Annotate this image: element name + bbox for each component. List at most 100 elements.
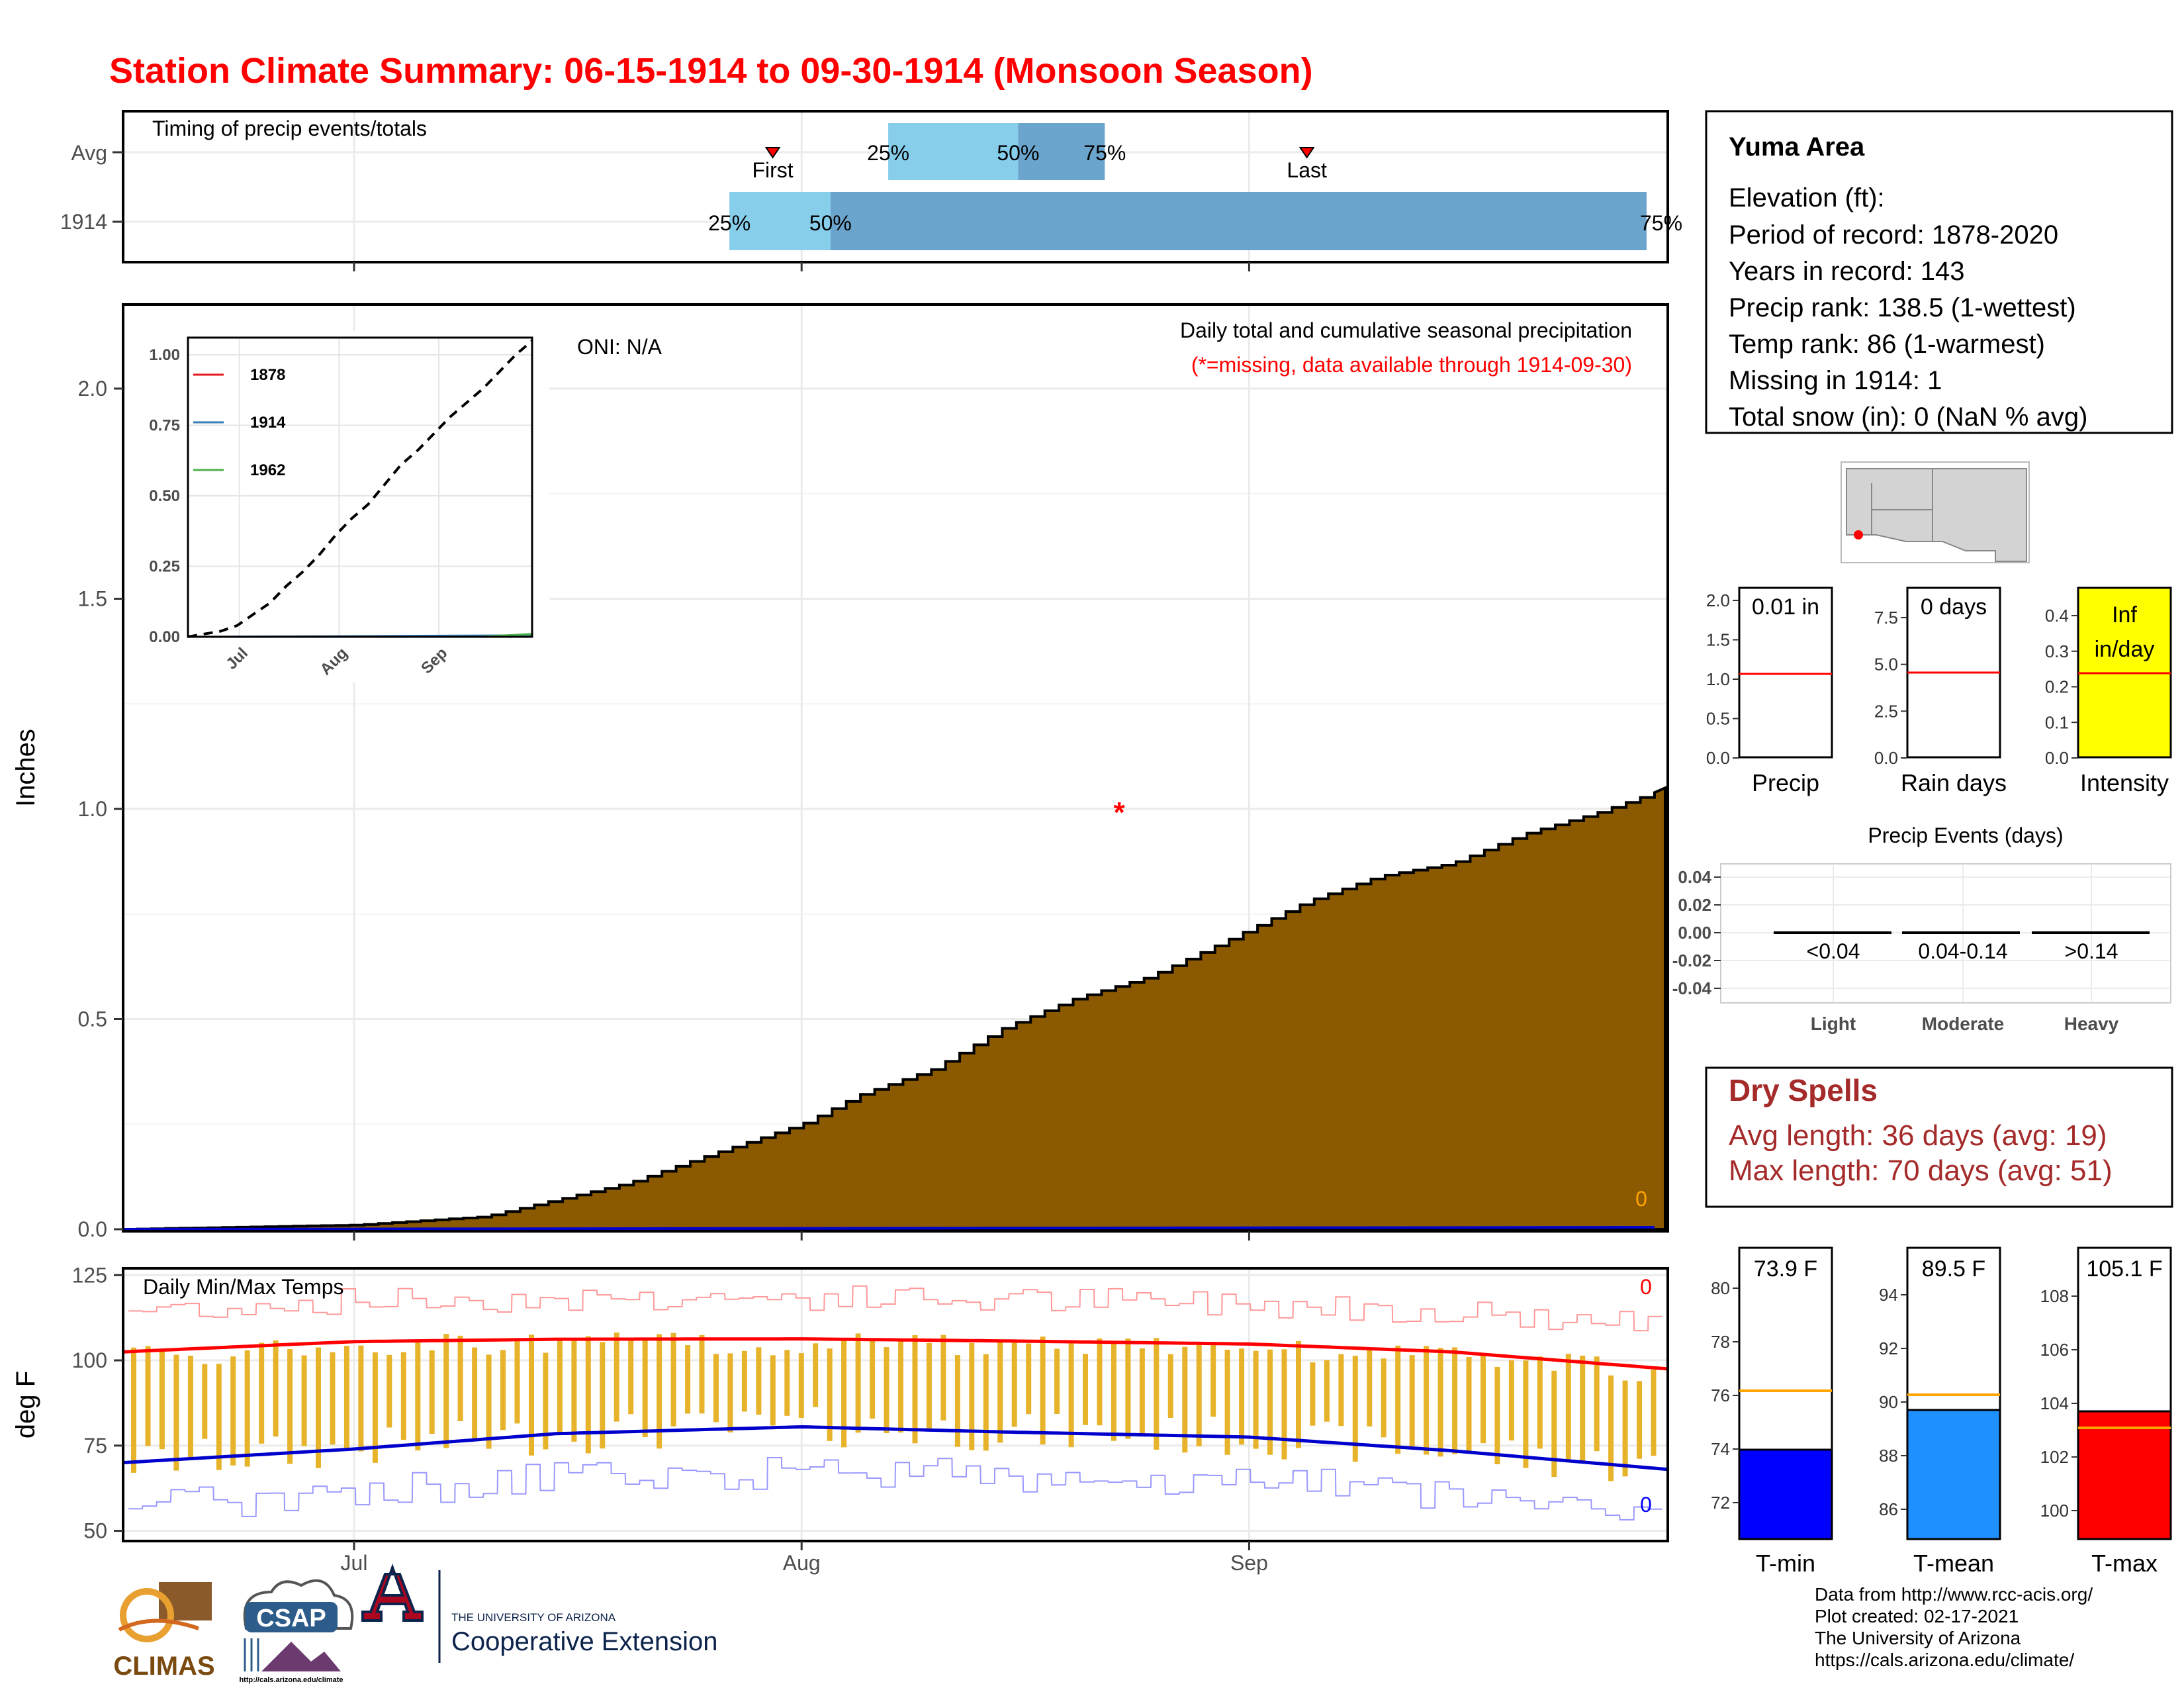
- dry-spells-box: Dry Spells Avg length: 36 days (avg: 19)…: [1705, 1066, 2173, 1208]
- year-bar-light: [729, 192, 831, 250]
- daily-temp-bar: [1508, 1360, 1514, 1441]
- daily-temp-bar: [1267, 1349, 1273, 1455]
- events-ytick-label: 0.04: [1678, 867, 1711, 887]
- daily-temp-bar: [301, 1355, 307, 1446]
- station-line-1: Period of record: 1878-2020: [1729, 220, 2058, 250]
- mini-ytick-label: 2.0: [1706, 590, 1730, 610]
- daily-temp-bar: [486, 1354, 492, 1449]
- temp-ytick-label: 50: [83, 1519, 107, 1543]
- inset-avg-cumulative-line: [187, 340, 533, 638]
- daily-temp-bar: [756, 1347, 762, 1415]
- daily-temp-bar: [1210, 1344, 1216, 1417]
- daily-temp-bar: [1523, 1360, 1529, 1468]
- daily-temp-bar: [798, 1353, 804, 1418]
- daily-temp-bar: [1011, 1339, 1017, 1427]
- daily-temp-bar: [1424, 1346, 1430, 1455]
- mini-ytick-label: 92: [1879, 1338, 1898, 1358]
- tmax-bar: [2077, 1410, 2172, 1540]
- daily-temp-bar: [443, 1334, 449, 1448]
- daily-temp-bar: [614, 1333, 619, 1422]
- year-p25-label: 25%: [708, 211, 751, 235]
- daily-temp-bar: [1239, 1348, 1245, 1445]
- locator-map: [1841, 461, 2030, 563]
- daily-temp-bar: [983, 1354, 989, 1451]
- avg-p25-label: 25%: [867, 141, 909, 165]
- mini-panel-intensity: Inf in/day Intensity 0.0 0.1 0.2 0.3 0.4: [2045, 586, 2172, 796]
- daily-temp-bar: [514, 1338, 520, 1424]
- station-line-4: Temp rank: 86 (1-warmest): [1729, 330, 2045, 359]
- station-line-2: Years in record: 143: [1729, 257, 1965, 286]
- daily-temp-bar: [145, 1346, 151, 1446]
- temp-bottom-zero: 0: [1640, 1493, 1652, 1517]
- climas-text: CLIMAS: [113, 1652, 214, 1681]
- daily-temp-bar: [1167, 1354, 1173, 1418]
- precip-zero-label: 0: [1635, 1187, 1647, 1211]
- inset-legend-label: 1878: [250, 366, 285, 384]
- mini-precip-label: Precip: [1752, 769, 1819, 796]
- mini-ytick-label: 88: [1879, 1446, 1898, 1466]
- daily-temp-bar: [387, 1354, 392, 1428]
- mini-ytick-label: 2.5: [1874, 701, 1898, 721]
- daily-temp-bar: [1253, 1350, 1259, 1449]
- avg-p50-label: 50%: [997, 141, 1039, 165]
- avg-p75-label: 75%: [1083, 141, 1126, 165]
- daily-temp-bar: [1637, 1381, 1643, 1459]
- tmean-label: T-mean: [1913, 1550, 1994, 1577]
- daily-temp-bar: [230, 1356, 236, 1466]
- daily-temp-bar: [1054, 1348, 1060, 1414]
- daily-temp-bar: [287, 1349, 293, 1464]
- daily-temp-bar: [529, 1335, 534, 1456]
- x-tick-label: Aug: [783, 1551, 821, 1575]
- events-ytick-label: 0.02: [1678, 895, 1711, 915]
- avg-bar-mid: [1018, 123, 1105, 180]
- event-bin-moderate: 0.04-0.14: [1918, 939, 2007, 963]
- daily-temp-bar: [273, 1340, 279, 1437]
- temp-ylabel: deg F: [11, 1371, 40, 1438]
- mini-ytick-label: 0.0: [1874, 748, 1898, 768]
- temp-ytick-label: 100: [72, 1348, 107, 1372]
- station-line-3: Precip rank: 138.5 (1-wettest): [1729, 293, 2076, 322]
- mini-ytick-label: 0.0: [1706, 748, 1730, 768]
- daily-temp-bar: [557, 1338, 563, 1434]
- tmax-label: T-max: [2091, 1550, 2158, 1577]
- missing-marker: *: [1114, 796, 1126, 829]
- oni-label: ONI: N/A: [577, 335, 662, 359]
- footer-credits: Data from http://www.rcc-acis.org/ Plot …: [1815, 1584, 2093, 1670]
- daily-temp-bar: [1395, 1345, 1401, 1454]
- dry-spells-title: Dry Spells: [1729, 1073, 1878, 1107]
- daily-temp-bar: [187, 1355, 193, 1460]
- mini-ytick-label: 86: [1879, 1499, 1898, 1519]
- missing-note: (*=missing, data available through 1914-…: [1191, 353, 1632, 377]
- precip-ylabel: Inches: [11, 729, 40, 807]
- daily-temp-bar: [1338, 1354, 1344, 1427]
- daily-temp-bar: [997, 1342, 1003, 1443]
- mini-ytick-label: 0.1: [2045, 712, 2069, 732]
- inset-ytick-label: 0.00: [149, 628, 180, 646]
- mini-ytick-label: 7.5: [1874, 608, 1898, 628]
- mini-ytick-label: 0.3: [2045, 641, 2069, 661]
- daily-temp-bar: [1182, 1346, 1188, 1453]
- daily-temp-bar: [159, 1350, 165, 1450]
- daily-temp-bar: [770, 1355, 776, 1426]
- dry-spells-max: Max length: 70 days (avg: 51): [1729, 1154, 2113, 1187]
- temp-panel: Daily Min/Max Temps 0 0 deg F 50 75 100 125…: [11, 262, 1669, 1575]
- daily-temp-bar: [216, 1364, 222, 1470]
- mini-ytick-label: 94: [1879, 1285, 1898, 1305]
- mini-ytick-label: 0.4: [2045, 606, 2069, 626]
- record-max-line: [128, 1285, 1662, 1332]
- avg-max-line: [122, 1337, 1668, 1371]
- daily-temp-bar: [1097, 1338, 1103, 1426]
- mini-panel-precip: 0.01 in Precip 0.0 0.5 1.0 1.5 2.0: [1706, 586, 1833, 796]
- daily-temp-bar: [670, 1333, 676, 1427]
- x-tick-label: Sep: [1230, 1551, 1268, 1575]
- daily-temp-bar: [1466, 1356, 1472, 1452]
- mini-ytick-label: 0.5: [1706, 709, 1730, 729]
- avg-min-line: [122, 1425, 1668, 1472]
- mini-ytick-label: 80: [1711, 1278, 1730, 1298]
- daily-temp-bar: [372, 1352, 378, 1463]
- daily-temp-bar: [699, 1335, 705, 1414]
- last-marker-icon: [1298, 147, 1315, 159]
- mini-intensity-value: Inf: [2112, 602, 2137, 628]
- daily-temp-bar: [1125, 1338, 1131, 1439]
